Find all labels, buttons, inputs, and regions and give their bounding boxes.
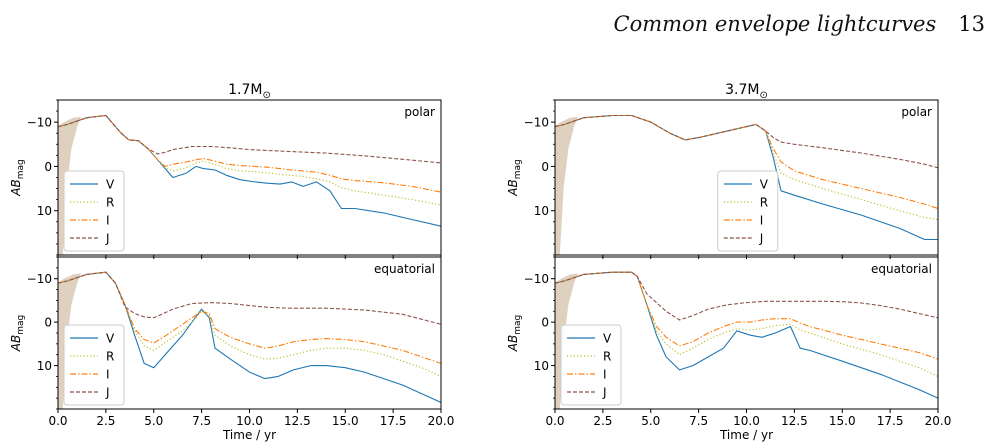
x-axis-label: Time / yr [719,428,773,442]
y-axis-label: ABmag [9,159,26,196]
y-tick-label: 0 [541,160,549,174]
legend-label-i: I [760,214,764,228]
legend-label-i: I [603,368,607,382]
legend-label-j: J [602,386,607,400]
legend-label-j: J [105,232,110,246]
chart-panel-4: −10 0 10 0.0 2.5 5.0 7.5 10.0 12.5 15.0 17.5 20.0 AB… [506,256,952,442]
series-line-i [57,271,442,364]
legend-label-r: R [603,350,611,364]
series-line-j [57,114,442,164]
x-tick-label: 12.5 [284,414,311,428]
x-tick-label: 17.5 [877,414,904,428]
page-number: 13 [958,12,985,36]
running-head: Common envelope lightcurves 13 [614,6,986,42]
x-tick-label: 7.5 [192,414,211,428]
chart-panel-2: −10 0 10 0.0 2.5 5.0 7.5 10.0 12.5 15.0 17.5 20.0 AB… [9,256,455,442]
legend-box [63,324,125,406]
y-tick-label: 10 [37,204,52,218]
y-tick-label: −10 [524,272,549,286]
legend-label-v: V [106,178,115,192]
y-axis-label: ABmag [506,315,523,352]
legend-label-j: J [759,232,764,246]
y-tick-label: 10 [534,359,549,373]
running-head-title: Common envelope lightcurves [613,12,937,36]
y-tick-label: 0 [44,160,52,174]
series-line-i [57,114,442,193]
legend-box [63,170,125,252]
series-line-j [554,114,939,169]
x-tick-label: 15.0 [829,414,856,428]
chart-title: 1.7M⊙ [228,82,271,101]
y-tick-label: 10 [37,359,52,373]
y-tick-label: 0 [541,316,549,330]
x-tick-label: 15.0 [332,414,359,428]
y-tick-label: −10 [524,116,549,130]
legend-label-v: V [603,332,612,346]
legend-label-v: V [760,178,769,192]
legend-box [717,170,779,252]
series-line-j [554,271,939,321]
x-tick-label: 2.5 [593,414,612,428]
legend-box [560,324,622,406]
chart-title: 3.7M⊙ [725,82,768,101]
legend-label-j: J [105,386,110,400]
series-line-r [57,271,442,377]
series-line-r [57,114,442,206]
y-tick-label: 10 [534,204,549,218]
panel-label: polar [404,105,435,119]
x-axis-label: Time / yr [222,428,276,442]
legend-label-r: R [106,350,114,364]
x-tick-label: 5.0 [641,414,660,428]
x-tick-label: 2.5 [96,414,115,428]
x-tick-label: 7.5 [689,414,708,428]
legend-label-i: I [106,214,110,228]
legend-label-v: V [106,332,115,346]
x-tick-label: 17.5 [380,414,407,428]
y-tick-label: −10 [27,272,52,286]
series-line-r [554,114,939,221]
y-tick-label: −10 [27,116,52,130]
x-tick-label: 20.0 [428,414,455,428]
panel-label: equatorial [374,262,435,276]
panel-label: polar [901,105,932,119]
x-tick-label: 12.5 [781,414,808,428]
series-line-j [57,271,442,325]
y-axis-label: ABmag [506,159,523,196]
x-tick-label: 20.0 [925,414,952,428]
legend-label-r: R [106,196,114,210]
x-tick-label: 0.0 [545,414,564,428]
x-tick-label: 10.0 [733,414,760,428]
x-tick-label: 0.0 [48,414,67,428]
panel-label: equatorial [871,262,932,276]
legend-label-r: R [760,196,768,210]
uncertainty-band [555,116,578,255]
y-axis-label: ABmag [9,315,26,352]
legend-label-i: I [106,368,110,382]
x-tick-label: 10.0 [236,414,263,428]
x-tick-label: 5.0 [144,414,163,428]
y-tick-label: 0 [44,316,52,330]
